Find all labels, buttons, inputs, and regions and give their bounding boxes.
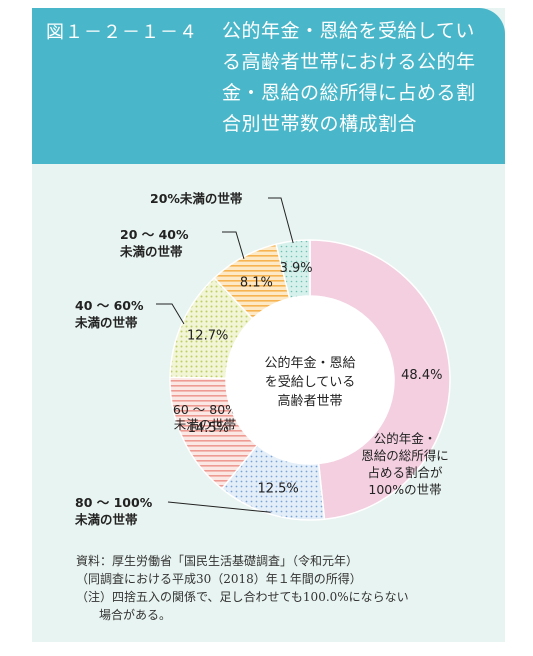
category-label-100pct-3: 占める割合が (367, 465, 443, 480)
data-label-60-80pct: 14.5% (188, 421, 229, 436)
data-label-100pct: 48.4% (401, 368, 442, 383)
source-note-detail: （同調査における平成30（2018）年１年間の所得） (76, 572, 362, 586)
category-label-under-20pct-1: 20%未満の世帯 (150, 191, 243, 206)
category-label-40-60pct-1: 40 ～ 60% (75, 298, 144, 313)
source-note: 資料：厚生労働省「国民生活基礎調査」（令和元年） (76, 554, 359, 568)
category-label-100pct-4: 100%の世帯 (368, 482, 441, 497)
leader-line-under-20pct (268, 197, 294, 244)
figure-header (32, 8, 505, 164)
data-label-40-60pct: 12.7% (187, 328, 228, 343)
category-label-100pct-2: 恩給の総所得に (361, 448, 449, 463)
category-label-20-40pct-2: 未満の世帯 (119, 244, 183, 259)
data-label-80-100pct: 12.5% (257, 481, 298, 496)
figure-number: 図１－２－１－４ (46, 22, 198, 43)
center-label-line-2: を受給している (265, 375, 356, 390)
category-label-60-80pct-1: 60 ～ 80% (173, 402, 237, 417)
footnote: （注）四捨五入の関係で、足し合わせても100.0%にならない (76, 590, 409, 604)
category-label-80-100pct-2: 未満の世帯 (74, 512, 138, 527)
category-label-60-80pct-2: 未満の世帯 (174, 417, 237, 432)
data-label-20-40pct: 8.1% (240, 276, 273, 291)
center-label-line-1: 公的年金・恩給 (264, 355, 355, 371)
category-label-100pct-1: 公的年金・ (374, 431, 437, 446)
category-label-80-100pct-1: 80 ～ 100% (75, 495, 153, 510)
category-label-40-60pct-2: 未満の世帯 (74, 315, 138, 330)
data-label-under-20pct: 3.9% (280, 261, 313, 276)
figure-title: 公的年金・恩給を受給している高齢者世帯における公的年金・恩給の総所得に占める割合… (222, 20, 476, 135)
leader-line-80-100pct (167, 501, 271, 513)
category-label-20-40pct-1: 20 ～ 40% (120, 227, 189, 242)
footnote-continued: 場合がある。 (99, 608, 172, 622)
center-label-line-3: 高齢者世帯 (277, 393, 342, 409)
donut-hole (226, 296, 394, 464)
slice-100pct (309, 239, 451, 521)
leader-line-20-40pct (222, 231, 245, 259)
leader-line-40-60pct (156, 303, 185, 325)
